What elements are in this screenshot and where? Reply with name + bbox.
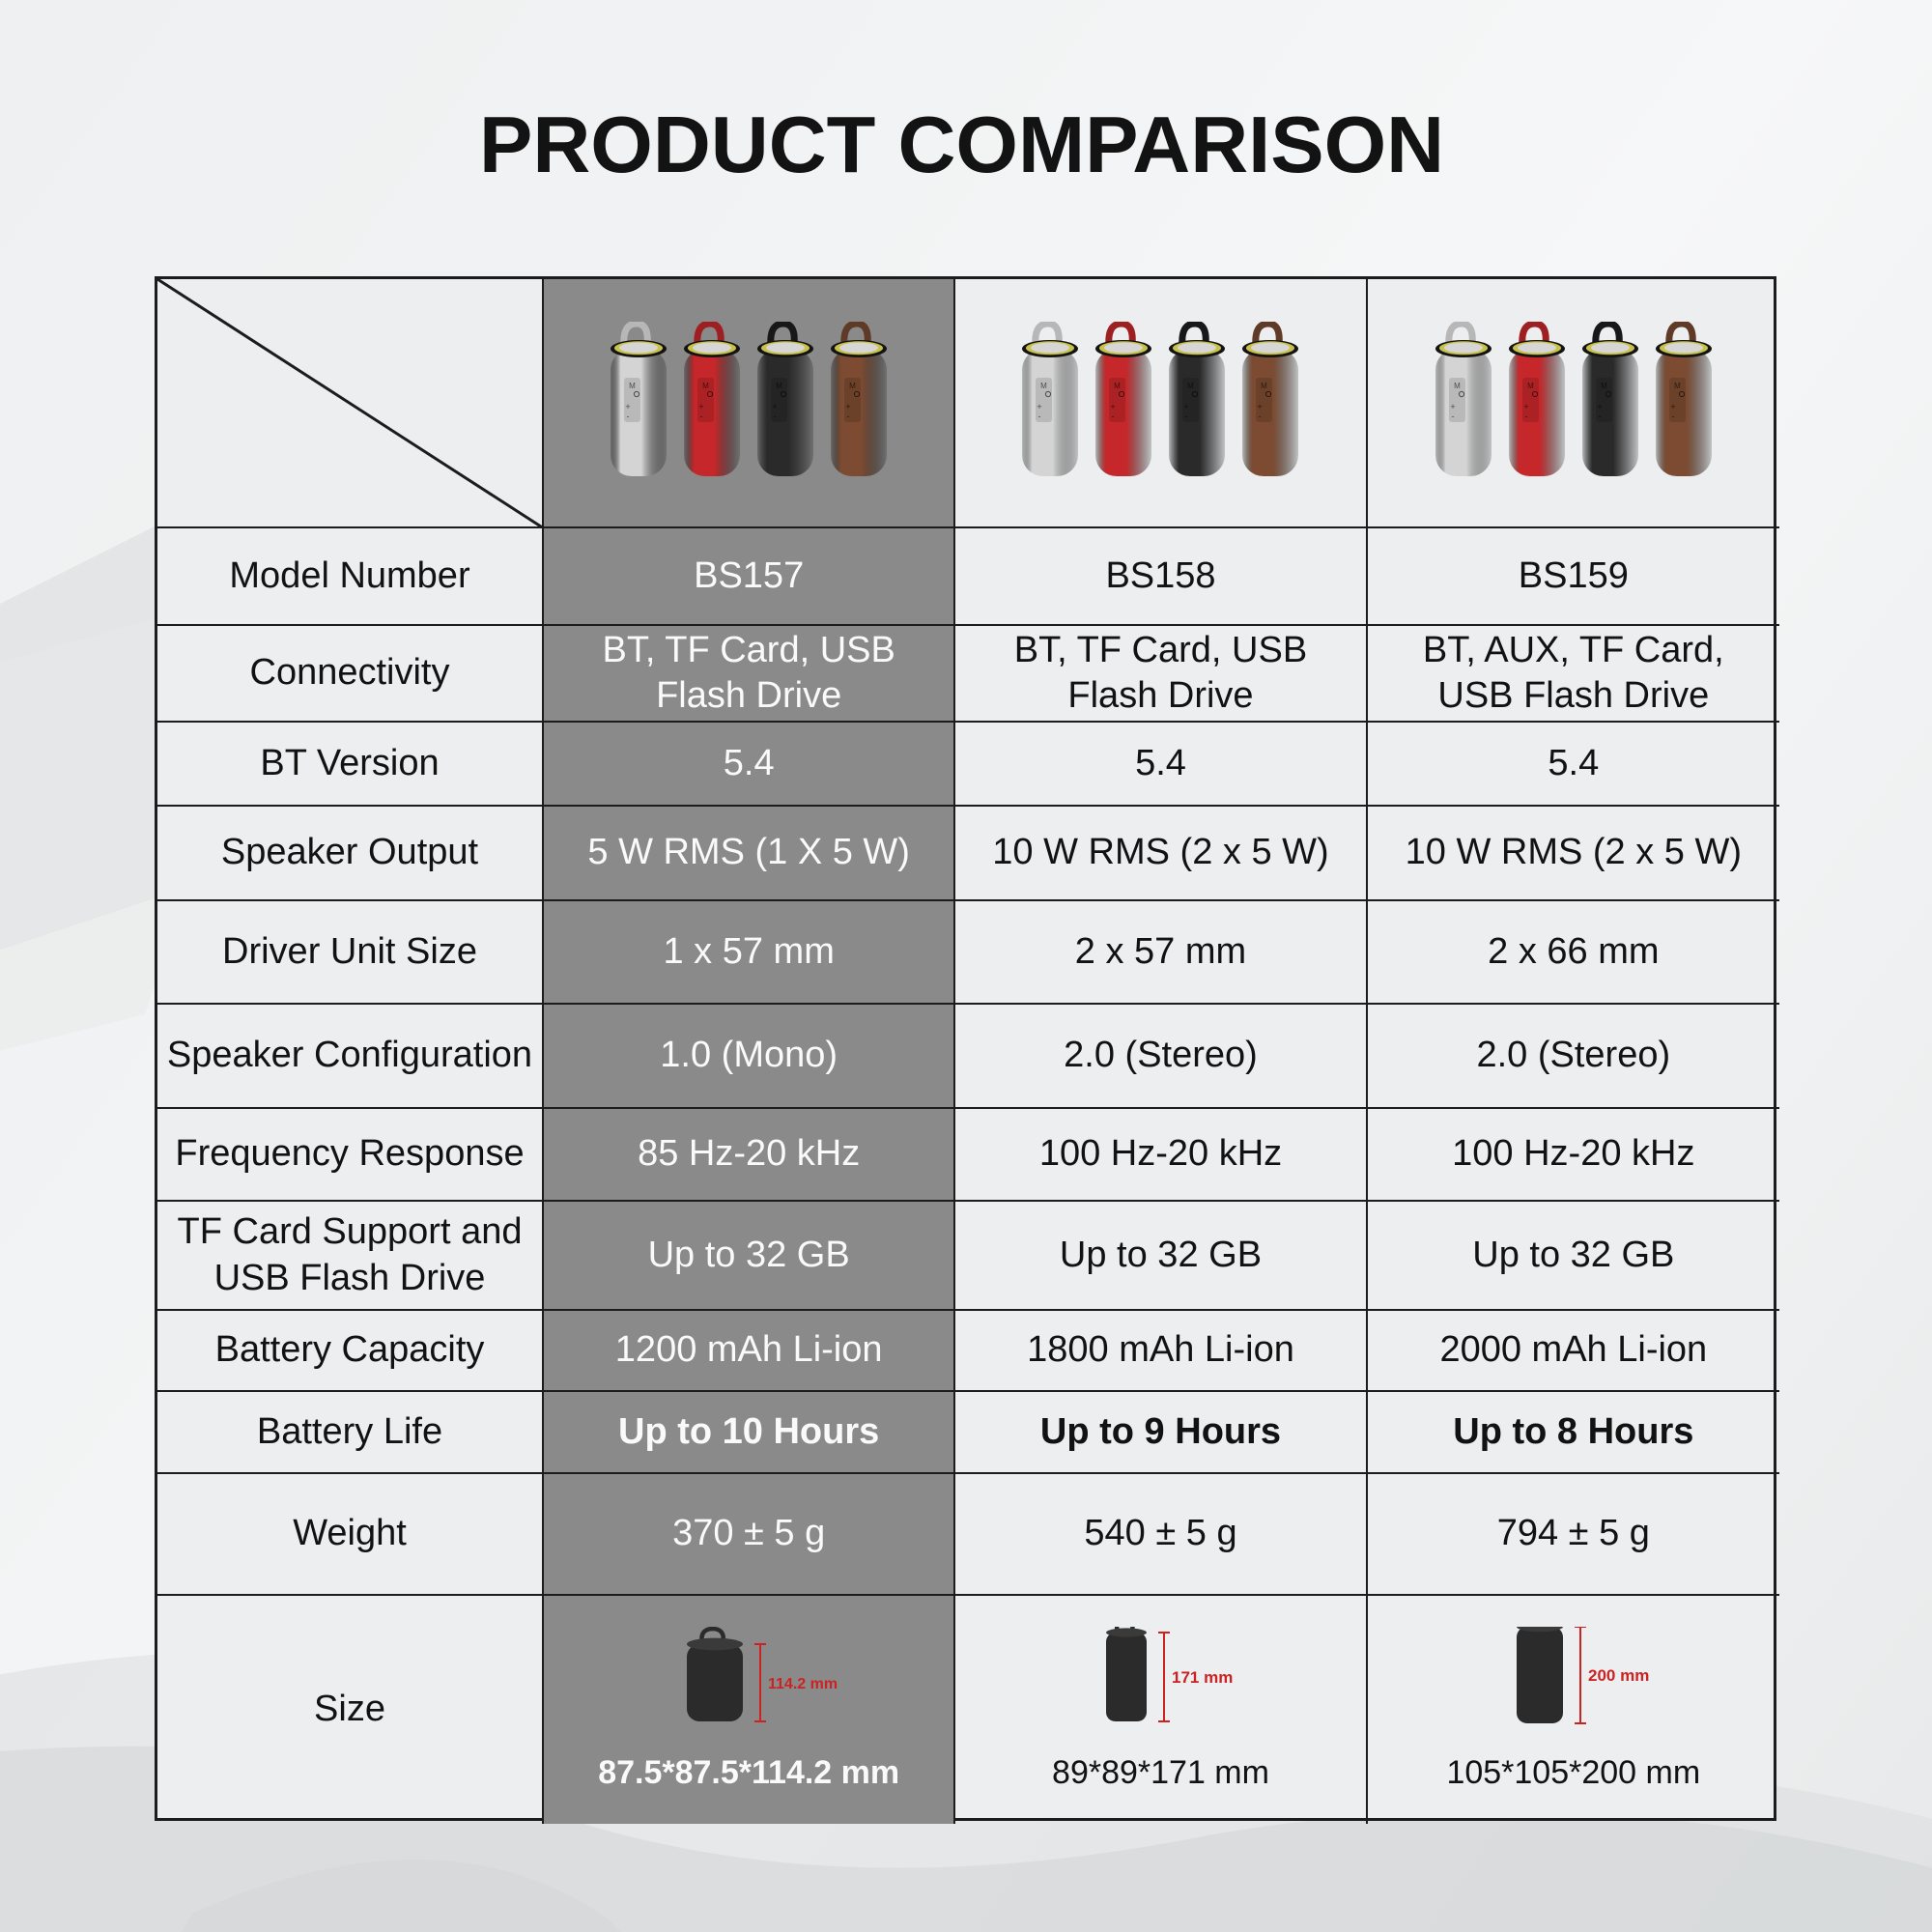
svg-text:M: M xyxy=(1262,382,1268,390)
svg-text:+: + xyxy=(1184,402,1189,412)
svg-text:-: - xyxy=(1598,412,1601,421)
svg-text:-: - xyxy=(1038,412,1041,421)
svg-text:+: + xyxy=(1523,402,1528,412)
svg-text:-: - xyxy=(1524,412,1527,421)
svg-text:-: - xyxy=(1671,412,1674,421)
svg-text:-: - xyxy=(1112,412,1115,421)
svg-text:M: M xyxy=(1601,382,1607,390)
svg-text:+: + xyxy=(1450,402,1455,412)
svg-text:+: + xyxy=(773,402,778,412)
svg-text:-: - xyxy=(847,412,850,421)
svg-text:-: - xyxy=(1185,412,1188,421)
svg-text:M: M xyxy=(1041,382,1048,390)
svg-text:M: M xyxy=(1115,382,1122,390)
svg-text:+: + xyxy=(1111,402,1116,412)
svg-text:M: M xyxy=(1527,382,1534,390)
svg-text:+: + xyxy=(626,402,631,412)
svg-text:M: M xyxy=(849,382,856,390)
svg-text:+: + xyxy=(699,402,704,412)
svg-text:171 mm: 171 mm xyxy=(1172,1668,1233,1687)
svg-text:-: - xyxy=(700,412,703,421)
svg-text:+: + xyxy=(846,402,851,412)
svg-text:-: - xyxy=(1259,412,1262,421)
svg-text:200 mm: 200 mm xyxy=(1588,1666,1649,1685)
svg-text:M: M xyxy=(776,382,782,390)
svg-text:+: + xyxy=(1670,402,1675,412)
svg-text:-: - xyxy=(627,412,630,421)
svg-text:M: M xyxy=(702,382,709,390)
svg-text:M: M xyxy=(1674,382,1681,390)
svg-text:-: - xyxy=(1451,412,1454,421)
svg-text:+: + xyxy=(1258,402,1263,412)
svg-text:M: M xyxy=(1188,382,1195,390)
svg-text:M: M xyxy=(1454,382,1461,390)
svg-text:M: M xyxy=(629,382,636,390)
svg-text:+: + xyxy=(1037,402,1042,412)
svg-text:+: + xyxy=(1597,402,1602,412)
svg-text:-: - xyxy=(774,412,777,421)
svg-text:114.2 mm: 114.2 mm xyxy=(768,1676,838,1692)
